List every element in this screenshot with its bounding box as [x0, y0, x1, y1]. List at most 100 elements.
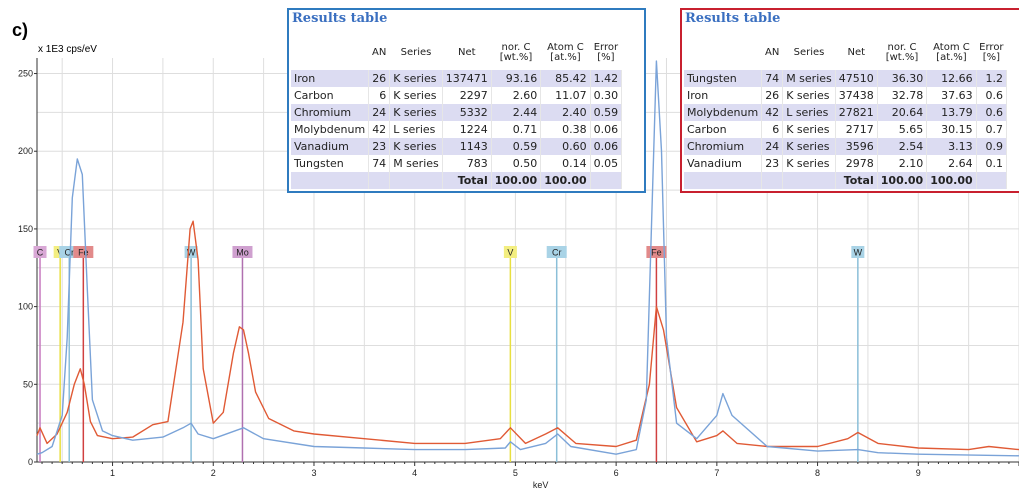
table-cell: 1143: [442, 138, 492, 155]
table-row: Vanadium 23 K series 2978 2.10 2.64 0.1: [684, 155, 1008, 172]
y-tick-label: 100: [18, 302, 33, 312]
table-cell: 37438: [835, 87, 878, 104]
table-cell: 37.63: [926, 87, 977, 104]
table-cell: 11.07: [540, 87, 591, 104]
table-cell: 100.00: [540, 172, 591, 189]
table-cell: K series: [782, 121, 836, 138]
element-marker-label: Mo: [236, 248, 249, 258]
table-cell: 2.54: [877, 138, 928, 155]
table-cell: 0.06: [590, 121, 623, 138]
table-row: Total 100.00 100.00: [291, 172, 623, 189]
table-cell: K series: [389, 87, 443, 104]
table-cell: M series: [389, 155, 443, 172]
results-table-title: Results table: [685, 11, 781, 26]
table-cell: [684, 172, 763, 189]
table-cell: [976, 172, 1008, 189]
y-axis-unit-label: x 1E3 cps/eV: [38, 44, 97, 55]
table-cell: Tungsten: [291, 155, 370, 172]
table-cell: 2.64: [926, 155, 977, 172]
x-tick-label: 7: [714, 468, 719, 478]
table-cell: 24: [761, 138, 784, 155]
table-cell: Vanadium: [684, 155, 763, 172]
table-cell: 20.64: [877, 104, 928, 121]
table-cell: Carbon: [684, 121, 763, 138]
table-cell: 100.00: [926, 172, 977, 189]
table-row: Iron 26 K series 37438 32.78 37.63 0.6: [684, 87, 1008, 104]
table-row: Total 100.00 100.00: [684, 172, 1008, 189]
table-cell: 3.13: [926, 138, 977, 155]
table-cell: 0.71: [491, 121, 542, 138]
table-cell: 47510: [835, 70, 878, 87]
chart-axes: [34, 58, 1019, 466]
table-cell: Chromium: [684, 138, 763, 155]
x-tick-label: 1: [110, 468, 115, 478]
table-cell: 1224: [442, 121, 492, 138]
table-cell: Carbon: [291, 87, 370, 104]
table-row: Molybdenum 42 L series 1224 0.71 0.38 0.06: [291, 121, 623, 138]
table-cell: 23: [761, 155, 784, 172]
table-cell: 0.9: [976, 138, 1008, 155]
table-cell: 27821: [835, 104, 878, 121]
table-header-cell: Series: [400, 47, 432, 58]
table-cell: M series: [782, 70, 836, 87]
x-tick-label: 3: [311, 468, 316, 478]
table-cell: 0.59: [590, 104, 623, 121]
y-tick-label: 0: [28, 457, 33, 467]
table-cell: 100.00: [877, 172, 928, 189]
table-cell: 137471: [442, 70, 492, 87]
table-header-cell: Atom C [at.%]: [547, 42, 584, 63]
element-marker-flag: [503, 246, 517, 258]
table-cell: Tungsten: [684, 70, 763, 87]
element-marker-flag: [73, 246, 94, 258]
element-marker-label: Cr: [64, 248, 74, 258]
table-cell: 5.65: [877, 121, 928, 138]
element-marker-label: W: [854, 248, 863, 258]
table-cell: K series: [782, 138, 836, 155]
table-cell: 93.16: [491, 70, 542, 87]
panel-label: c): [12, 20, 29, 40]
table-cell: 2717: [835, 121, 878, 138]
table-cell: 0.50: [491, 155, 542, 172]
table-cell: 0.06: [590, 138, 623, 155]
table-cell: 0.30: [590, 87, 623, 104]
table-cell: 2.40: [540, 104, 591, 121]
table-header-cell: Net: [847, 47, 866, 58]
x-axis-label: keV: [533, 480, 549, 490]
table-cell: 24: [368, 104, 391, 121]
table-cell: 2.60: [491, 87, 542, 104]
table-cell: [782, 172, 836, 189]
table-row: Carbon 6 K series 2297 2.60 11.07 0.30: [291, 87, 623, 104]
table-cell: K series: [389, 138, 443, 155]
table-row: Molybdenum 42 L series 27821 20.64 13.79 0.6: [684, 104, 1008, 121]
x-tick-label: 2: [211, 468, 216, 478]
table-cell: 42: [368, 121, 391, 138]
element-marker-flag: [33, 246, 47, 258]
table-cell: Chromium: [291, 104, 370, 121]
table-cell: 3596: [835, 138, 878, 155]
x-tick-label: 6: [614, 468, 619, 478]
table-header-cell: Error [%]: [979, 42, 1004, 63]
table-row: Vanadium 23 K series 1143 0.59 0.60 0.06: [291, 138, 623, 155]
table-cell: 13.79: [926, 104, 977, 121]
table-cell: 26: [761, 87, 784, 104]
table-cell: 2.44: [491, 104, 542, 121]
table-cell: Total: [835, 172, 878, 189]
table-cell: K series: [782, 87, 836, 104]
results-table-left: Results table AN Series Net nor. C [wt.%] At…: [287, 8, 646, 193]
table-cell: 783: [442, 155, 492, 172]
table-cell: 1.42: [590, 70, 623, 87]
element-marker-label: V: [507, 248, 513, 258]
table-row: Tungsten 74 M series 47510 36.30 12.66 1.2: [684, 70, 1008, 87]
table-cell: Vanadium: [291, 138, 370, 155]
y-tick-label: 50: [23, 379, 33, 389]
results-table-right: Results table AN Series Net nor. C [wt.%] At…: [680, 8, 1019, 193]
table-cell: 12.66: [926, 70, 977, 87]
table-header-cell: Net: [457, 47, 476, 58]
table-row: Iron 26 K series 137471 93.16 85.42 1.42: [291, 70, 623, 87]
table-row: Tungsten 74 M series 783 0.50 0.14 0.05: [291, 155, 623, 172]
spectrum-series-1: [36, 220, 1019, 451]
table-cell: 74: [761, 70, 784, 87]
element-marker-label: C: [37, 248, 44, 258]
table-cell: K series: [389, 70, 443, 87]
